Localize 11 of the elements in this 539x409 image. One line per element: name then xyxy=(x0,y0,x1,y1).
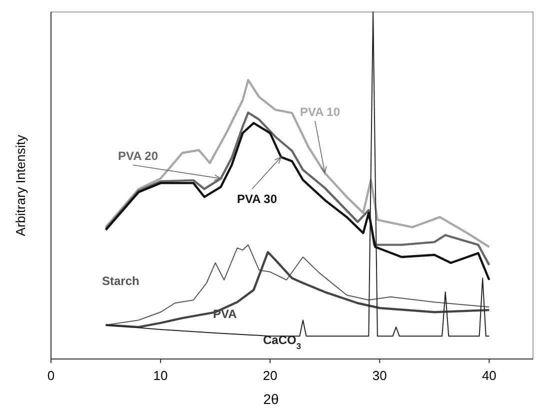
text: Starch xyxy=(102,274,140,288)
x-tick-label: 20 xyxy=(262,368,278,383)
y-axis-title: Arbitrary Intensity xyxy=(13,134,28,236)
x-tick-label: 10 xyxy=(153,368,168,383)
series-label: PVA 20 xyxy=(118,149,158,163)
x-axis-title: 2θ xyxy=(263,391,279,407)
x-tick-label: 30 xyxy=(372,368,387,383)
series-label: PVA 10 xyxy=(300,105,340,119)
series-label: PVA 30 xyxy=(237,192,278,206)
x-tick-label: 40 xyxy=(482,368,496,383)
x-tick-label: 0 xyxy=(47,368,55,383)
